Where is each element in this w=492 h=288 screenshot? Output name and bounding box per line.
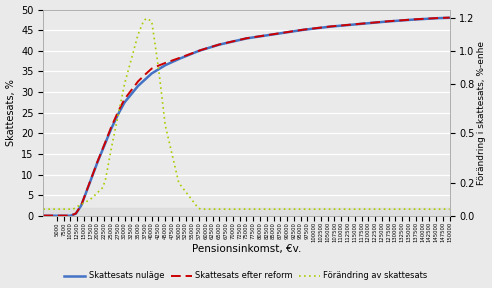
Line: Skattesats efter reform: Skattesats efter reform — [43, 18, 450, 216]
Skattesats nuläge — [40, 214, 46, 217]
Förändring av skattesats — [289, 207, 295, 211]
Skattesats efter reform — [438, 16, 444, 20]
Förändring av skattesats — [143, 17, 149, 20]
Skattesats efter reform — [447, 16, 453, 19]
Legend: Skattesats nuläge, Skattesats efter reform, Förändring av skattesats: Skattesats nuläge, Skattesats efter refo… — [61, 268, 431, 284]
Skattesats nuläge — [447, 16, 453, 20]
Skattesats nuläge — [298, 29, 304, 32]
Förändring av skattesats — [40, 207, 46, 211]
Skattesats efter reform — [40, 214, 46, 217]
Skattesats nuläge — [184, 54, 190, 58]
Skattesats efter reform — [238, 38, 244, 41]
Line: Förändring av skattesats: Förändring av skattesats — [43, 18, 450, 209]
Skattesats nuläge — [287, 30, 293, 34]
Y-axis label: Skattesats, %: Skattesats, % — [5, 79, 16, 146]
Y-axis label: Förändring i skattesats, %-enhe: Förändring i skattesats, %-enhe — [477, 41, 487, 185]
Skattesats nuläge — [238, 38, 244, 41]
Skattesats nuläge — [438, 16, 444, 20]
Skattesats efter reform — [298, 28, 304, 32]
Skattesats efter reform — [287, 30, 293, 33]
Förändring av skattesats — [301, 207, 307, 211]
Förändring av skattesats — [186, 195, 192, 198]
Förändring av skattesats — [241, 207, 246, 211]
Skattesats efter reform — [184, 54, 190, 57]
Förändring av skattesats — [447, 207, 453, 211]
Skattesats efter reform — [325, 25, 331, 29]
Skattesats nuläge — [325, 25, 331, 29]
X-axis label: Pensionsinkomst, €v.: Pensionsinkomst, €v. — [192, 244, 301, 254]
Förändring av skattesats — [441, 207, 447, 211]
Line: Skattesats nuläge: Skattesats nuläge — [43, 18, 450, 216]
Förändring av skattesats — [328, 207, 334, 211]
Bar — [43, 208, 450, 220]
